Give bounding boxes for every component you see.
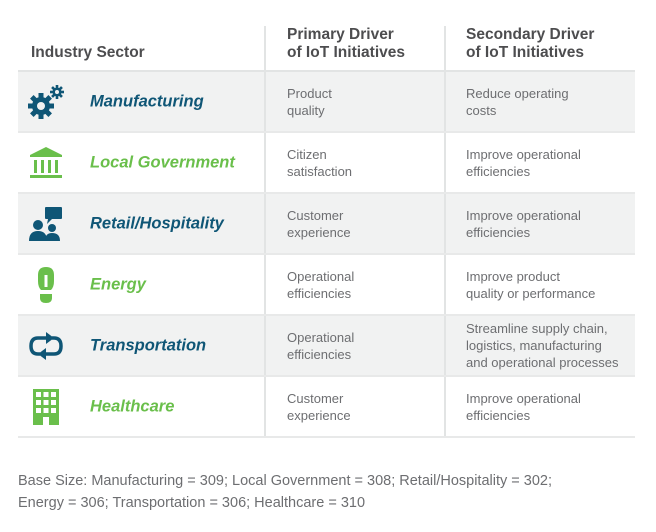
lightbulb-icon xyxy=(26,265,66,305)
primary-driver-text: Operational efficiencies xyxy=(287,268,355,301)
sector-cell: Healthcare xyxy=(18,377,264,436)
people-chat-icon xyxy=(26,204,66,244)
cycle-arrows-icon xyxy=(26,326,66,366)
base-size-footnote: Base Size: Manufacturing = 309; Local Go… xyxy=(18,470,648,514)
gears-icon xyxy=(26,82,66,122)
secondary-driver-cell: Streamline supply chain, logistics, manu… xyxy=(444,316,635,375)
header-sector-label: Industry Sector xyxy=(31,44,145,61)
table-row: Local Government Citizen satisfaction Im… xyxy=(18,133,635,194)
secondary-driver-text: Streamline supply chain, logistics, manu… xyxy=(466,321,619,370)
primary-driver-cell: Customer experience xyxy=(264,377,444,436)
sector-cell: Local Government xyxy=(18,133,264,192)
secondary-driver-text: Improve operational efficiencies xyxy=(466,146,581,179)
primary-driver-cell: Operational efficiencies xyxy=(264,255,444,314)
secondary-driver-cell: Improve operational efficiencies xyxy=(444,194,635,253)
secondary-driver-text: Improve product quality or performance xyxy=(466,268,596,301)
sector-cell: Retail/Hospitality xyxy=(18,194,264,253)
primary-driver-cell: Customer experience xyxy=(264,194,444,253)
secondary-driver-text: Improve operational efficiencies xyxy=(466,207,581,240)
primary-driver-cell: Operational efficiencies xyxy=(264,316,444,375)
sector-name: Healthcare xyxy=(90,397,175,415)
primary-driver-text: Product quality xyxy=(287,85,332,118)
header-industry-sector: Industry Sector xyxy=(18,26,264,70)
table-row: Healthcare Customer experience Improve o… xyxy=(18,377,635,438)
sector-name: Energy xyxy=(90,275,146,293)
government-building-icon xyxy=(26,143,66,183)
sector-name: Transportation xyxy=(90,336,207,354)
iot-drivers-table: Industry Sector Primary Driver of IoT In… xyxy=(18,26,635,438)
footnote-line-1: Base Size: Manufacturing = 309; Local Go… xyxy=(18,473,552,489)
primary-driver-text: Operational efficiencies xyxy=(287,329,355,362)
secondary-driver-cell: Improve product quality or performance xyxy=(444,255,635,314)
sector-cell: Energy xyxy=(18,255,264,314)
primary-driver-text: Customer experience xyxy=(287,207,351,240)
table-row: Manufacturing Product quality Reduce ope… xyxy=(18,72,635,133)
table-row: Retail/Hospitality Customer experience I… xyxy=(18,194,635,255)
table-row: Transportation Operational efficiencies … xyxy=(18,316,635,377)
primary-driver-cell: Product quality xyxy=(264,72,444,131)
primary-driver-cell: Citizen satisfaction xyxy=(264,133,444,192)
footnote-line-2: Energy = 306; Transportation = 306; Heal… xyxy=(18,495,366,511)
sector-name: Retail/Hospitality xyxy=(90,214,224,232)
hospital-building-icon xyxy=(26,387,66,427)
table-row: Energy Operational efficiencies Improve … xyxy=(18,255,635,316)
secondary-driver-cell: Reduce operating costs xyxy=(444,72,635,131)
sector-name: Manufacturing xyxy=(90,92,204,110)
table-header: Industry Sector Primary Driver of IoT In… xyxy=(18,26,635,72)
secondary-driver-cell: Improve operational efficiencies xyxy=(444,133,635,192)
secondary-driver-cell: Improve operational efficiencies xyxy=(444,377,635,436)
primary-driver-text: Customer experience xyxy=(287,390,351,423)
sector-cell: Transportation xyxy=(18,316,264,375)
sector-name: Local Government xyxy=(90,153,235,171)
secondary-driver-text: Improve operational efficiencies xyxy=(466,390,581,423)
header-primary-driver: Primary Driver of IoT Initiatives xyxy=(264,26,444,70)
sector-cell: Manufacturing xyxy=(18,72,264,131)
header-secondary-driver: Secondary Driver of IoT Initiatives xyxy=(444,26,635,70)
primary-driver-text: Citizen satisfaction xyxy=(287,146,353,179)
secondary-driver-text: Reduce operating costs xyxy=(466,85,569,118)
